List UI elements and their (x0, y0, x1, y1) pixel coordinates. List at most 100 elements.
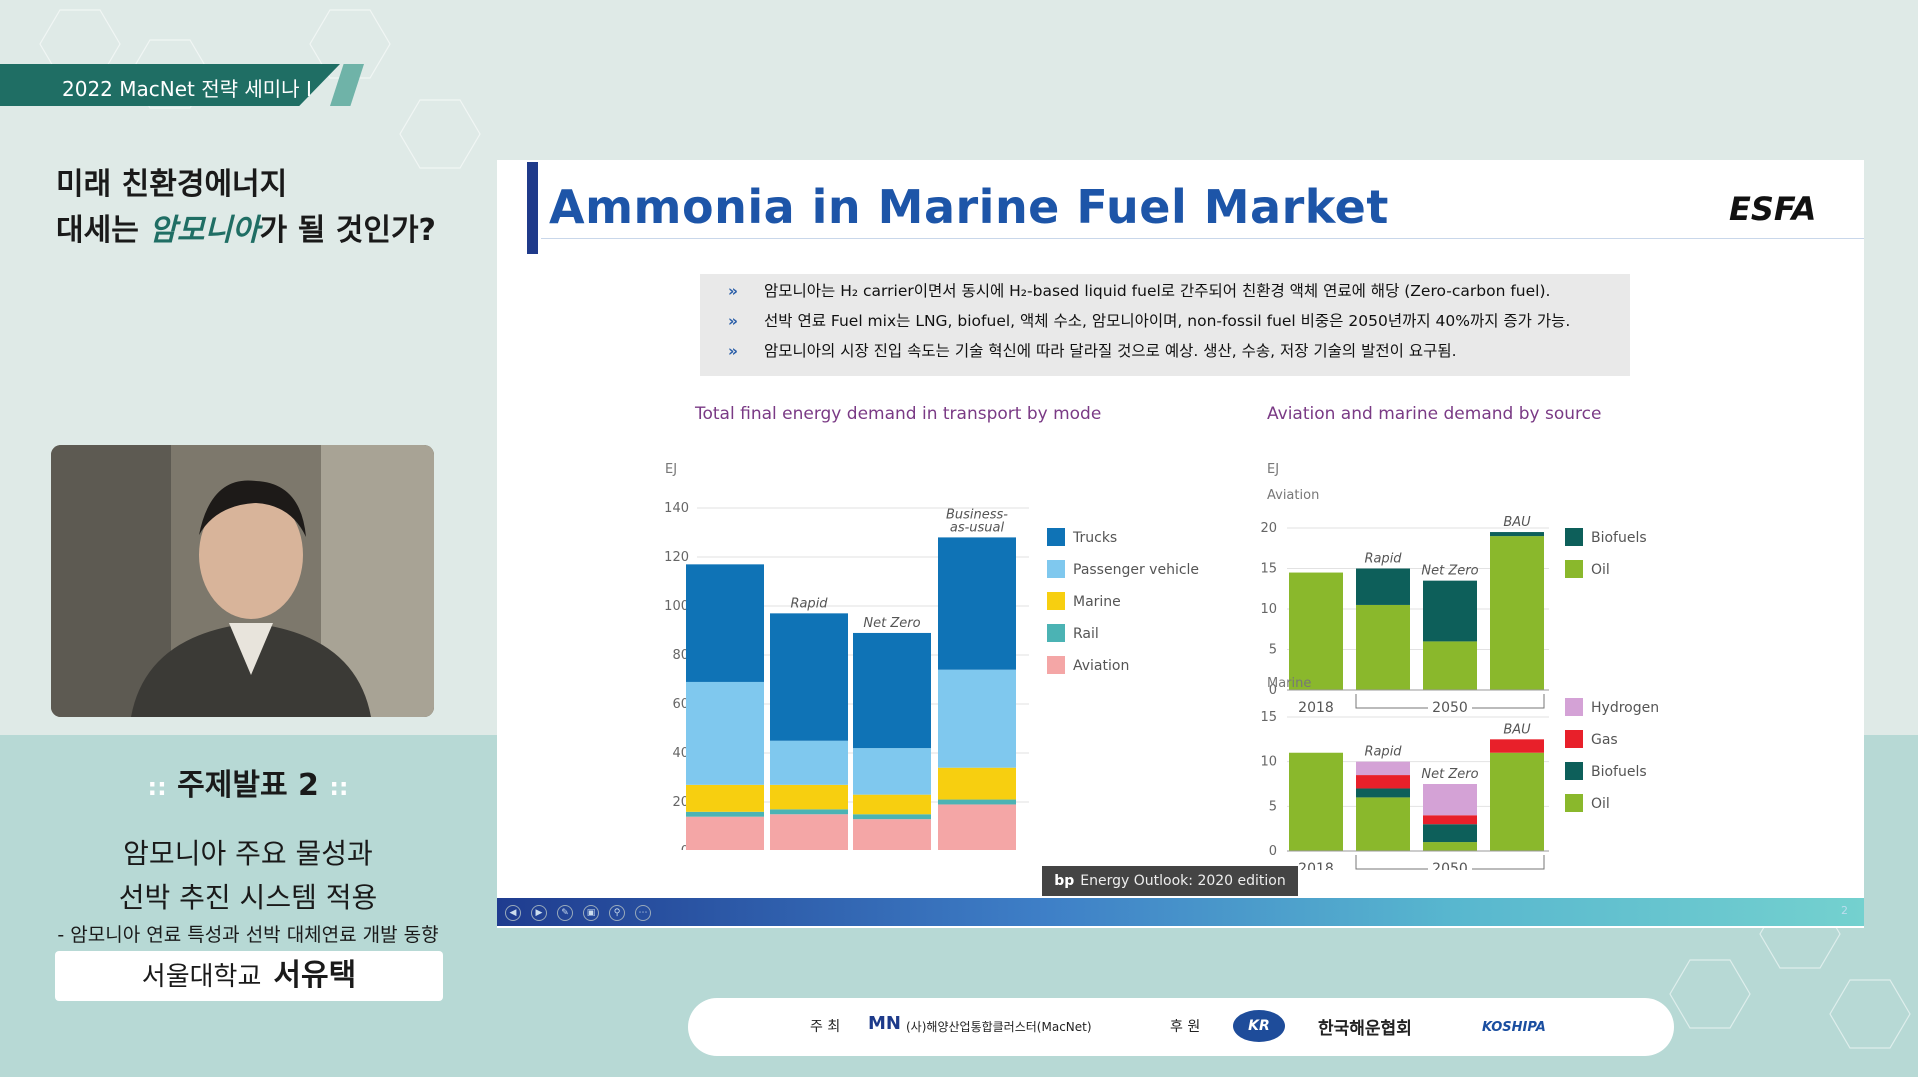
bullet-item: » 암모니아는 H₂ carrier이면서 동시에 H₂-based liquid… (700, 276, 1630, 306)
legend-label: Hydrogen (1591, 700, 1659, 716)
legend-swatch (1565, 698, 1583, 716)
bar-segment-gas (1490, 739, 1544, 753)
scenario-label: Net Zero (863, 616, 920, 631)
bar-segment-passenger-vehicle (938, 669, 1016, 768)
legend-label: Oil (1591, 562, 1610, 578)
legend-swatch (1047, 592, 1065, 610)
bar-segment-biofuels (1356, 568, 1410, 605)
previous-slide-button[interactable]: ◀ (505, 905, 521, 921)
more-options-button[interactable]: ⋯ (635, 905, 651, 921)
scenario-label: Business- (946, 507, 1008, 522)
legend-swatch (1565, 560, 1583, 578)
transport-demand-chart: EJ 0 20 40 60 80 100 120 140 Rapid Net Zero Busines… (664, 462, 1199, 850)
y-tick-label: 100 (664, 599, 689, 614)
legend-label: Passenger vehicle (1073, 562, 1199, 578)
x-group-label-bg (1428, 861, 1472, 870)
legend-label: Marine (1073, 594, 1121, 610)
legend-label: Trucks (1072, 530, 1117, 546)
dots-right: :: (329, 773, 349, 801)
bullet-marker: » (728, 282, 739, 300)
host-name: (사)해양산업통합클러스터(MacNet) (906, 1020, 1092, 1034)
talk-title-line1: 미래 친환경에너지 (56, 167, 288, 202)
pen-tool-button[interactable]: ✎ (557, 905, 573, 921)
slides-overview-button[interactable]: ▣ (583, 905, 599, 921)
chart2-title: Aviation and marine demand by source (1267, 404, 1602, 424)
legend-label: Oil (1591, 796, 1610, 812)
y-tick-label: 15 (1260, 562, 1277, 577)
bar-segment-rail (686, 811, 764, 817)
bullet-item: » 암모니아의 시장 진입 속도는 기술 혁신에 따라 달라질 것으로 예상. 생… (700, 336, 1630, 366)
bar-segment-oil (1289, 572, 1343, 690)
y-tick-label: 5 (1269, 799, 1277, 814)
event-banner-text: 2022 MacNet 전략 세미나 I (62, 77, 312, 101)
zoom-button[interactable]: ⚲ (609, 905, 625, 921)
legend-swatch (1565, 730, 1583, 748)
bar-segment-oil (1356, 604, 1410, 690)
y-tick-label: 0 (1269, 844, 1277, 859)
source-text: Energy Outlook: 2020 edition (1080, 873, 1286, 889)
axis-unit-label: EJ (665, 462, 677, 477)
bar-segment-marine (938, 767, 1016, 800)
bar-segment-oil (1423, 641, 1477, 690)
support-label: 후 원 (1170, 1019, 1201, 1035)
legend-label: Biofuels (1591, 530, 1647, 546)
session-label-text: 주제발표 2 (177, 768, 319, 803)
bar-segment-oil (1490, 536, 1544, 690)
legend-swatch (1047, 656, 1065, 674)
bar-segment-oil (1490, 752, 1544, 851)
legend-label: Rail (1073, 626, 1099, 642)
bar-segment-biofuels (1490, 532, 1544, 537)
legend-swatch (1047, 624, 1065, 642)
x-group-label: 2050 (1432, 861, 1468, 870)
bar-segment-trucks (938, 537, 1016, 670)
bullet-box: » 암모니아는 H₂ carrier이면서 동시에 H₂-based liquid… (700, 274, 1630, 376)
axis-unit-label: EJ (1267, 462, 1279, 477)
legend-label: Biofuels (1591, 764, 1647, 780)
legend-label: Gas (1591, 732, 1618, 748)
bar-segment-rail (938, 799, 1016, 805)
bar-segment-hydrogen (1356, 761, 1410, 776)
bar-segment-marine (686, 784, 764, 812)
y-tick-label: 0 (1269, 683, 1277, 698)
y-tick-label: 10 (1260, 602, 1277, 617)
speaker-box: 서울대학교 서유택 (55, 951, 443, 1001)
session-title-line1: 암모니아 주요 물성과 (123, 837, 373, 870)
legend-swatch (1565, 794, 1583, 812)
y-tick-label: 0 (681, 844, 689, 850)
slide-page-number: 2 (1841, 904, 1848, 917)
esfa-logo: ESFA (1729, 190, 1817, 228)
host-label: 주 최 (810, 1019, 841, 1035)
speaker-affiliation: 서울대학교 (141, 962, 262, 992)
bar-segment-trucks (686, 564, 764, 682)
scenario-label: as-usual (950, 520, 1005, 535)
y-tick-label: 120 (664, 550, 689, 565)
bp-logo-text: bp (1054, 873, 1075, 889)
talk-title-highlight: 암모니아 (149, 213, 260, 248)
bar-segment-trucks (770, 613, 848, 741)
speaker-video-image (51, 445, 434, 717)
x-group-label: 2018 (1298, 700, 1334, 716)
bar-segment-passenger-vehicle (770, 740, 848, 785)
legend-label: Aviation (1073, 658, 1129, 674)
y-tick-label: 5 (1269, 643, 1277, 658)
scenario-label: Rapid (1364, 745, 1402, 760)
source-badge: bp Energy Outlook: 2020 edition (1042, 866, 1298, 896)
y-tick-label: 80 (672, 648, 689, 663)
speaker-video (51, 445, 434, 717)
slide-navigation-bar: ◀ ▶ ✎ ▣ ⚲ ⋯ 2 (497, 898, 1864, 926)
bar-segment-aviation (686, 816, 764, 850)
session-info: :: 주제발표 2 :: 암모니아 주요 물성과 선박 추진 시스템 적용 - … (0, 760, 496, 947)
bar-segment-gas (1356, 775, 1410, 789)
slide-title-bar (527, 162, 538, 254)
session-title-line2: 선박 추진 시스템 적용 (118, 881, 378, 914)
session-subtitle: - 암모니아 연료 특성과 선박 대체연료 개발 동향 (57, 924, 439, 946)
slide-title: Ammonia in Marine Fuel Market (549, 180, 1389, 234)
scenario-label: BAU (1503, 515, 1531, 530)
bullet-marker: » (728, 342, 739, 360)
y-tick-label: 60 (672, 697, 689, 712)
bar-segment-oil (1423, 842, 1477, 851)
next-slide-button[interactable]: ▶ (531, 905, 547, 921)
panel-label: Aviation (1267, 488, 1319, 503)
bullet-text: 암모니아는 H₂ carrier이면서 동시에 H₂-based liquid … (764, 282, 1551, 300)
x-group-label: 2018 (1298, 861, 1334, 870)
